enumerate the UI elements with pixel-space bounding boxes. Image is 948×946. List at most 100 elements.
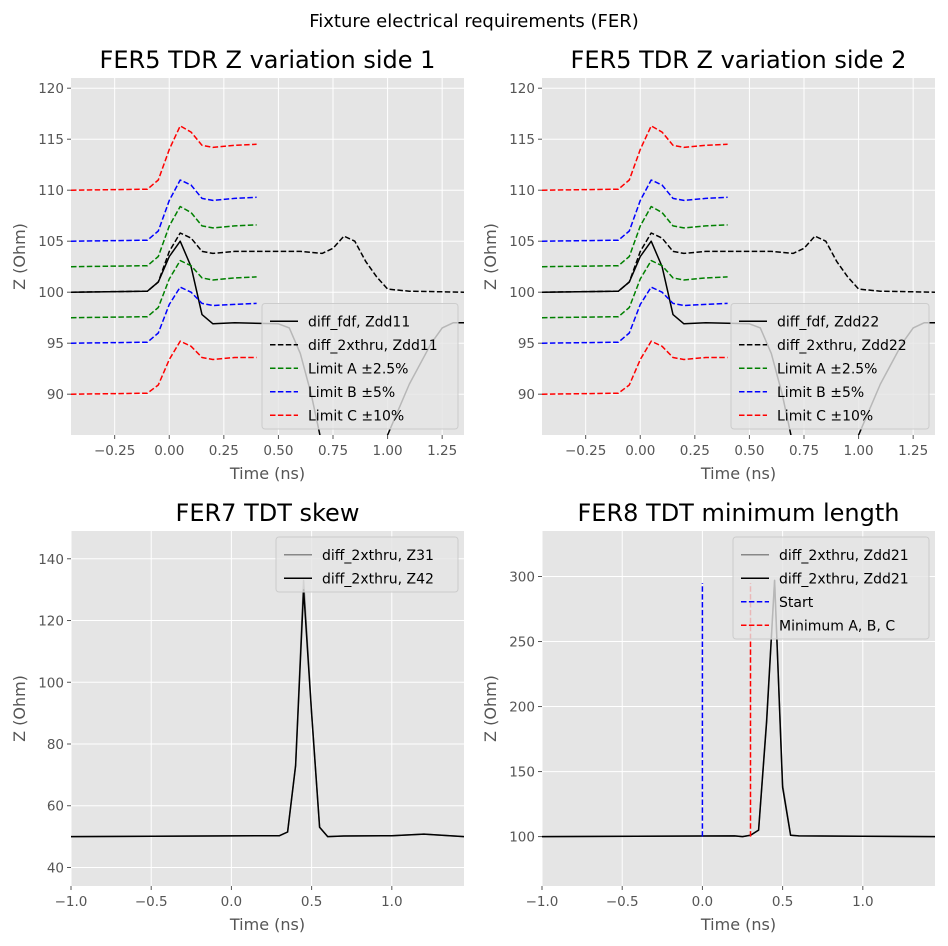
series-line-5 <box>542 179 728 242</box>
y-tick-label: 90 <box>518 387 535 403</box>
legend: diff_fdf, Zdd11 diff_2xthru, Zdd11 Limit A… <box>261 303 459 430</box>
y-tick-label: 100 <box>509 830 535 846</box>
series-line-5 <box>71 179 257 242</box>
x-tick-label: 1.0 <box>381 894 402 910</box>
y-tick-label: 95 <box>518 336 535 352</box>
legend-label: diff_2xthru, Zdd21 <box>779 571 909 587</box>
x-tick-label: 0.0 <box>692 894 713 910</box>
legend: diff_2xthru, Z31 diff_2xthru, Z42 <box>275 536 459 593</box>
x-tick-label: 1.25 <box>898 443 928 459</box>
x-tick-label: −0.5 <box>135 894 168 910</box>
subplot-4: −1.0 −0.5 0.0 0.5 1.0 100 150 200 250 300 FER8 TDT… <box>481 499 935 934</box>
y-tick-label: 120 <box>38 81 64 97</box>
y-tick-label: 40 <box>47 860 64 876</box>
x-tick-label: 0.5 <box>301 894 322 910</box>
legend-label: Limit B ±5% <box>308 385 395 401</box>
legend-label: Minimum A, B, C <box>779 618 895 634</box>
x-tick-label: 0.50 <box>263 443 293 459</box>
y-tick-label: 300 <box>509 570 535 586</box>
x-tick-label: 0.00 <box>625 443 655 459</box>
legend-label: diff_2xthru, Z31 <box>322 548 434 564</box>
subplot-title: FER5 TDR Z variation side 1 <box>100 46 436 74</box>
legend-label: Start <box>779 595 814 611</box>
x-tick-label: 0.0 <box>221 894 242 910</box>
x-tick-label: −1.0 <box>526 894 559 910</box>
x-tick-label: 0.5 <box>772 894 793 910</box>
y-tick-label: 150 <box>509 765 535 781</box>
legend: diff_fdf, Zdd22 diff_2xthru, Zdd22 Limit A… <box>730 303 930 430</box>
y-tick-label: 115 <box>38 132 64 148</box>
x-tick-label: 1.00 <box>844 443 874 459</box>
x-tick-label: 0.25 <box>680 443 710 459</box>
x-tick-label: 0.25 <box>209 443 239 459</box>
x-axis-label: Time (ns) <box>229 915 305 934</box>
legend-label: diff_fdf, Zdd22 <box>777 314 879 330</box>
x-tick-label: −0.25 <box>94 443 135 459</box>
y-axis-label: Z (Ohm) <box>481 223 500 290</box>
series-line-2 <box>542 232 935 293</box>
x-tick-label: −0.25 <box>565 443 606 459</box>
legend-label: diff_fdf, Zdd11 <box>308 314 410 330</box>
series-line-6 <box>542 286 728 344</box>
series-line-7 <box>71 125 257 191</box>
legend-label: diff_2xthru, Zdd11 <box>308 338 438 354</box>
legend-frame <box>275 536 459 593</box>
y-tick-label: 120 <box>38 614 64 630</box>
subplot-title: FER7 TDT skew <box>176 499 360 527</box>
x-axis-label: Time (ns) <box>229 464 305 483</box>
series-line-8 <box>542 340 728 395</box>
legend-label: Limit C ±10% <box>777 408 873 424</box>
y-tick-label: 60 <box>47 799 64 815</box>
legend-label: diff_2xthru, Zdd22 <box>777 338 907 354</box>
y-tick-label: 140 <box>38 552 64 568</box>
figure-suptitle: Fixture electrical requirements (FER) <box>309 11 639 32</box>
series-group <box>542 579 935 838</box>
series-line-7 <box>542 125 728 191</box>
legend-label: Limit C ±10% <box>308 408 404 424</box>
x-axis-label: Time (ns) <box>700 915 776 934</box>
legend-frame <box>261 303 459 430</box>
series-line-2 <box>71 588 464 838</box>
legend-label: diff_2xthru, Zdd21 <box>779 548 909 564</box>
y-axis-label: Z (Ohm) <box>10 223 29 290</box>
y-tick-label: 100 <box>38 285 64 301</box>
x-tick-label: 0.50 <box>734 443 764 459</box>
subplot-2: −0.25 0.00 0.25 0.50 0.75 1.00 1.25 90 95 100 105 1… <box>481 46 935 483</box>
x-tick-label: 1.0 <box>852 894 873 910</box>
subplot-title: FER8 TDT minimum length <box>578 499 900 527</box>
y-tick-label: 80 <box>47 737 64 753</box>
y-tick-label: 120 <box>509 81 535 97</box>
series-line-4 <box>71 259 257 319</box>
subplot-3: −1.0 −0.5 0.0 0.5 1.0 40 60 80 100 120 140 FER7 TDT… <box>10 499 464 934</box>
legend-label: diff_2xthru, Z42 <box>322 571 434 587</box>
x-axis-label: Time (ns) <box>700 464 776 483</box>
y-tick-label: 200 <box>509 700 535 716</box>
subplot-1: −0.25 0.00 0.25 0.50 0.75 1.00 1.25 90 95 100 105 1… <box>10 46 464 483</box>
series-line-4 <box>542 259 728 319</box>
legend-frame <box>730 303 930 430</box>
x-tick-label: 0.00 <box>154 443 184 459</box>
y-tick-label: 115 <box>509 132 535 148</box>
y-tick-label: 95 <box>47 336 64 352</box>
legend-label: Limit B ±5% <box>777 385 864 401</box>
x-tick-label: 0.75 <box>789 443 819 459</box>
series-line-3 <box>542 205 728 268</box>
x-tick-label: −0.5 <box>606 894 639 910</box>
x-tick-label: 0.75 <box>318 443 348 459</box>
y-tick-label: 110 <box>509 183 535 199</box>
y-tick-label: 100 <box>509 285 535 301</box>
y-tick-label: 250 <box>509 635 535 651</box>
x-tick-label: 1.00 <box>373 443 403 459</box>
series-line-6 <box>71 286 257 344</box>
legend-label: Limit A ±2.5% <box>777 361 877 377</box>
legend-label: Limit A ±2.5% <box>308 361 408 377</box>
legend: diff_2xthru, Zdd21 diff_2xthru, Zdd21 Star… <box>732 536 930 640</box>
y-tick-label: 105 <box>38 234 64 250</box>
y-tick-label: 100 <box>38 675 64 691</box>
y-tick-label: 90 <box>47 387 64 403</box>
series-line-2 <box>542 579 935 838</box>
series-line-8 <box>71 340 257 395</box>
legend-frame <box>732 536 930 640</box>
x-tick-label: −1.0 <box>55 894 88 910</box>
